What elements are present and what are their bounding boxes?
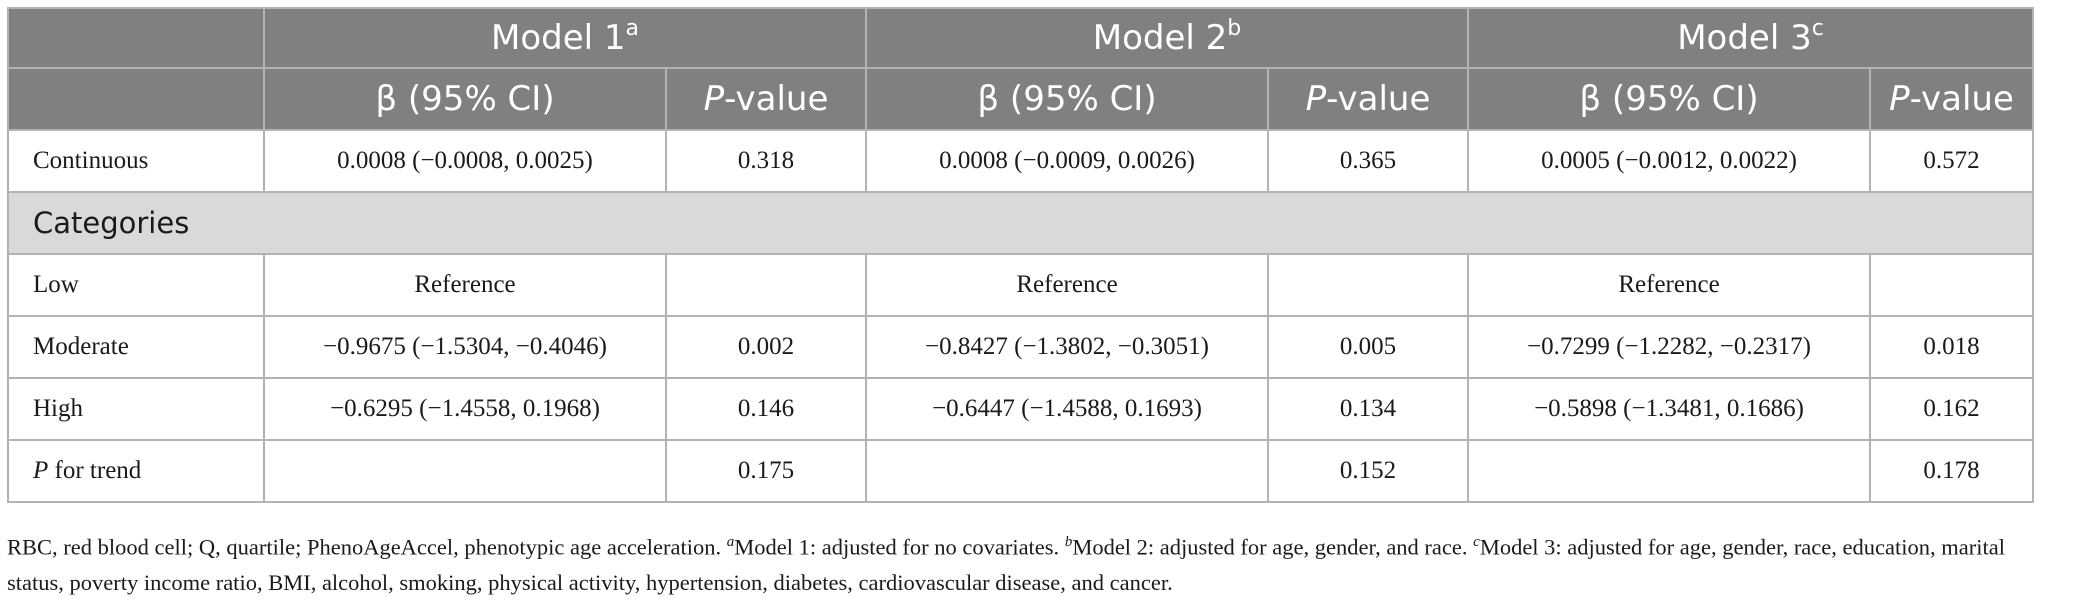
table-cell: 0.572 (1869, 129, 2035, 193)
table-cell: −0.6447 (−1.4588, 0.1693) (865, 377, 1270, 441)
table-cell: 0.152 (1267, 439, 1470, 503)
p-value-header: P-value (1267, 67, 1470, 131)
table-cell: 0.018 (1869, 315, 2035, 379)
beta-header: β (95% CI) (263, 67, 667, 131)
row-label: High (7, 377, 265, 441)
table-cell: 0.365 (1267, 129, 1470, 193)
model-3-header: Model 3c (1467, 7, 2035, 69)
table-cell (1267, 253, 1470, 317)
table-cell (1467, 439, 1872, 503)
table-cell: Reference (1467, 253, 1872, 317)
table-row: High −0.6295 (−1.4558, 0.1968) 0.146 −0.… (7, 377, 2035, 441)
header-corner-2 (7, 67, 265, 131)
table-cell (664, 253, 868, 317)
p-value-header: P-value (1869, 67, 2035, 131)
table-cell: 0.175 (664, 439, 868, 503)
table-cell: 0.0005 (−0.0012, 0.0022) (1467, 129, 1872, 193)
p-value-header: P-value (664, 67, 868, 131)
table-row: Low Reference Reference Reference (7, 253, 2035, 317)
table-cell: 0.162 (1869, 377, 2035, 441)
header-corner (7, 7, 265, 69)
table-cell: −0.5898 (−1.3481, 0.1686) (1467, 377, 1872, 441)
model-1-header: Model 1a (262, 7, 868, 69)
header-row-models: Model 1a Model 2b Model 3c (7, 7, 2035, 69)
categories-label: Categories (6, 191, 2035, 255)
table-row: Moderate −0.9675 (−1.5304, −0.4046) 0.00… (7, 315, 2035, 379)
row-label: Continuous (7, 129, 265, 193)
table-cell: 0.178 (1869, 439, 2035, 503)
table-cell: 0.0008 (−0.0008, 0.0025) (263, 129, 667, 193)
table-cell (1869, 253, 2035, 317)
table-cell: −0.7299 (−1.2282, −0.2317) (1467, 315, 1872, 379)
model-2-header: Model 2b (865, 7, 1470, 69)
table-cell: 0.002 (664, 315, 868, 379)
table-cell: −0.6295 (−1.4558, 0.1968) (263, 377, 667, 441)
table-row: Continuous 0.0008 (−0.0008, 0.0025) 0.31… (7, 129, 2035, 193)
row-label: Moderate (7, 315, 265, 379)
table-cell: Reference (865, 253, 1270, 317)
table-footnote: RBC, red blood cell; Q, quartile; PhenoA… (7, 534, 2005, 595)
beta-header: β (95% CI) (1467, 67, 1872, 131)
results-table: Model 1a Model 2b Model 3c β (95% CI) P-… (6, 7, 2035, 503)
table-cell: 0.318 (664, 129, 868, 193)
table-row: P for trend 0.175 0.152 0.178 (7, 439, 2035, 503)
table-cell: Reference (263, 253, 667, 317)
table-cell: 0.134 (1267, 377, 1470, 441)
header-row-columns: β (95% CI) P-value β (95% CI) P-value β … (7, 67, 2035, 131)
row-label: Low (7, 253, 265, 317)
table-cell (263, 439, 667, 503)
table-cell: 0.0008 (−0.0009, 0.0026) (865, 129, 1270, 193)
table-cell (865, 439, 1270, 503)
table-cell: 0.005 (1267, 315, 1470, 379)
row-label: P for trend (7, 439, 265, 503)
beta-header: β (95% CI) (865, 67, 1270, 131)
table-cell: 0.146 (664, 377, 868, 441)
table-cell: −0.8427 (−1.3802, −0.3051) (865, 315, 1270, 379)
categories-row: Categories (6, 191, 2035, 255)
table-cell: −0.9675 (−1.5304, −0.4046) (263, 315, 667, 379)
